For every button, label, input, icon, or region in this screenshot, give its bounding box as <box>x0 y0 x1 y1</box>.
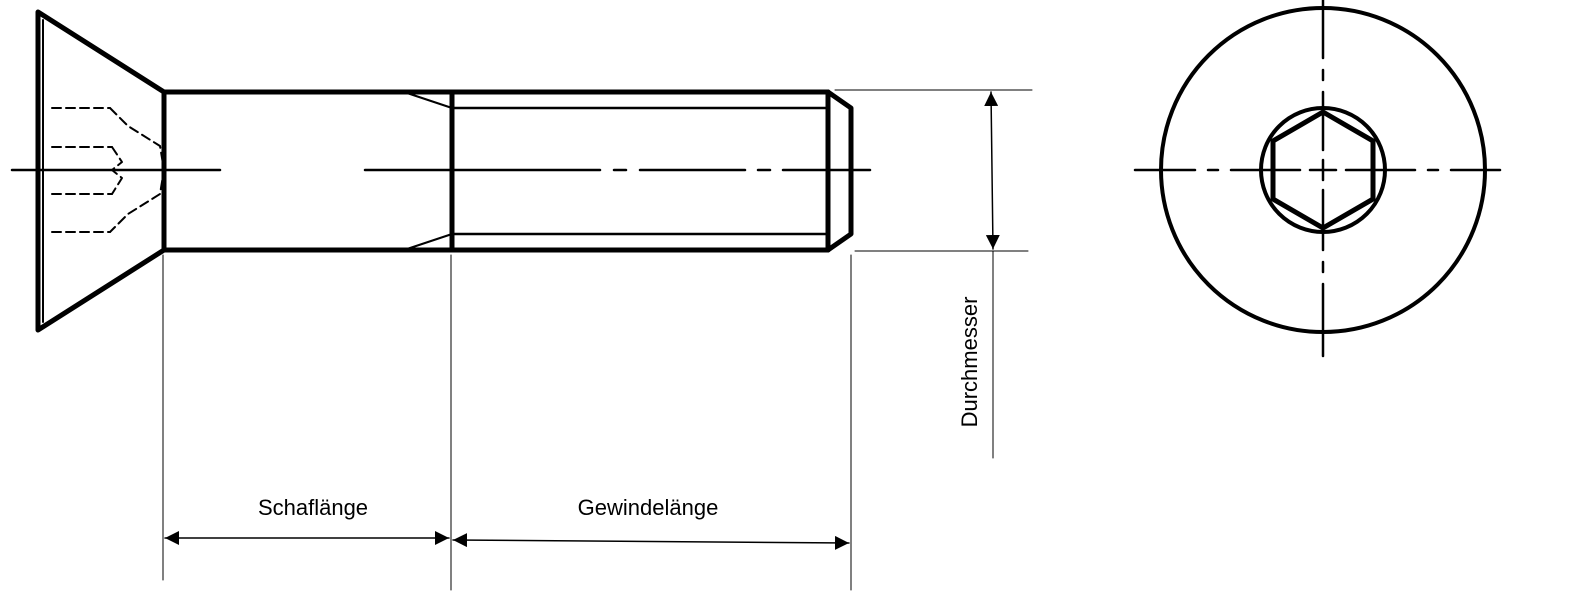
front-view <box>1133 0 1502 358</box>
diameter-label: Durchmesser <box>957 297 982 428</box>
side-view <box>10 9 1033 591</box>
shaft-length-label: Schaflänge <box>258 495 368 520</box>
thread-runout-top <box>403 91 453 109</box>
front-centre-lines <box>1133 0 1502 358</box>
thread-length-dimension <box>452 533 850 550</box>
thread-length-label: Gewindelänge <box>578 495 719 520</box>
thread-runout-bottom <box>403 233 453 251</box>
extension-lines <box>162 89 1033 591</box>
diameter-dimension <box>984 91 1000 250</box>
